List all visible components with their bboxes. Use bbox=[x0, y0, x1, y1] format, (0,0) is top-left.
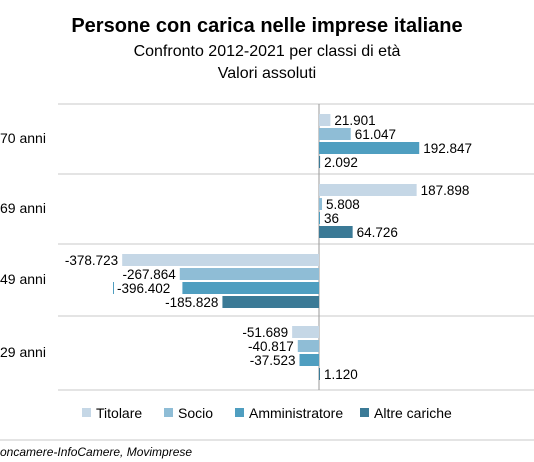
bar-altre-cariche bbox=[319, 368, 320, 380]
chart-subtitle-1: Confronto 2012-2021 per classi di età bbox=[134, 43, 401, 60]
value-label: 187.898 bbox=[421, 183, 470, 198]
legend-swatch bbox=[360, 408, 369, 417]
value-label: -378.723 bbox=[65, 253, 118, 268]
legend-swatch bbox=[235, 408, 244, 417]
value-label: 2.092 bbox=[324, 155, 358, 170]
value-label-backdrop bbox=[321, 155, 367, 169]
bar-titolare bbox=[319, 184, 417, 196]
legend-swatch bbox=[82, 408, 91, 417]
value-label-backdrop bbox=[351, 127, 405, 141]
value-label: 21.901 bbox=[334, 113, 375, 128]
legend-label: Altre cariche bbox=[374, 405, 452, 421]
value-label-backdrop bbox=[237, 353, 299, 367]
value-label-backdrop bbox=[52, 253, 122, 267]
category-label: 49 anni bbox=[0, 271, 46, 287]
bar-titolare bbox=[319, 114, 331, 126]
bar-amministratore bbox=[319, 142, 420, 154]
value-label-backdrop bbox=[114, 281, 183, 295]
value-label: -40.817 bbox=[248, 339, 294, 354]
bar-titolare bbox=[292, 326, 319, 338]
value-label-backdrop bbox=[110, 267, 179, 281]
legend-label: Socio bbox=[178, 405, 213, 421]
value-label-backdrop bbox=[321, 367, 366, 381]
bar-socio bbox=[297, 340, 319, 352]
value-label: 5.808 bbox=[326, 197, 360, 212]
value-label-backdrop bbox=[417, 183, 479, 197]
category-label: 69 anni bbox=[0, 200, 46, 216]
category-label: 29 anni bbox=[0, 344, 46, 360]
chart-subtitle-2: Valori assoluti bbox=[218, 65, 316, 82]
legend-label: Amministratore bbox=[249, 405, 343, 421]
bar-socio bbox=[319, 198, 323, 210]
chart-title: Persone con carica nelle imprese italian… bbox=[71, 15, 462, 37]
bar-amministratore bbox=[319, 212, 320, 224]
value-label: 64.726 bbox=[357, 225, 398, 240]
bar-socio bbox=[179, 268, 319, 280]
bar-amministratore bbox=[299, 354, 319, 366]
value-label: -185.828 bbox=[165, 295, 218, 310]
value-label-backdrop bbox=[331, 113, 385, 127]
value-label: 36 bbox=[324, 211, 339, 226]
value-label: -267.864 bbox=[123, 267, 177, 282]
value-label-backdrop bbox=[236, 339, 297, 353]
bar-altre-cariche bbox=[319, 226, 353, 238]
value-label: 1.120 bbox=[324, 367, 358, 382]
plot-area: 70 anni 69 anni 49 anni 29 anni 21.901 187.89… bbox=[0, 103, 534, 391]
value-label-backdrop bbox=[353, 225, 407, 239]
legend: Titolare Socio Amministratore Altre cariche bbox=[82, 405, 452, 421]
category-label: 70 anni bbox=[0, 130, 46, 146]
value-label-backdrop bbox=[323, 197, 369, 211]
legend-label: Titolare bbox=[96, 405, 142, 421]
value-label-backdrop bbox=[420, 141, 481, 155]
source-note: oncamere-InfoCamere, Movimprese bbox=[0, 445, 192, 459]
bar-titolare bbox=[122, 254, 320, 266]
value-label: -51.689 bbox=[242, 325, 288, 340]
bar-altre-cariche bbox=[222, 296, 319, 308]
bar-socio bbox=[319, 128, 351, 140]
legend-swatch bbox=[164, 408, 173, 417]
value-label: 192.847 bbox=[423, 141, 472, 156]
value-label-backdrop bbox=[230, 325, 292, 339]
value-label-backdrop bbox=[153, 295, 222, 309]
value-label: 61.047 bbox=[355, 127, 396, 142]
bar-altre-cariche bbox=[319, 156, 321, 168]
value-label-backdrop bbox=[321, 211, 343, 225]
value-label: -37.523 bbox=[250, 353, 296, 368]
value-label: -396.402 bbox=[117, 281, 170, 296]
